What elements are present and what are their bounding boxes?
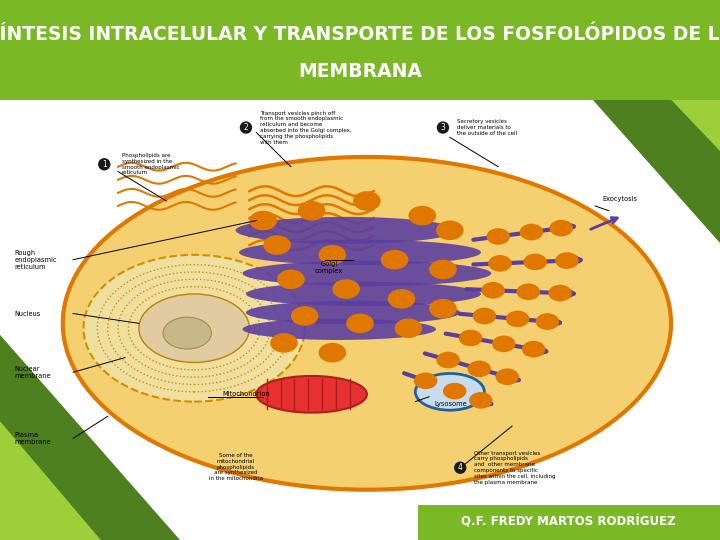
Text: 1: 1	[102, 160, 107, 169]
Text: Mitochondrion: Mitochondrion	[222, 392, 270, 397]
Circle shape	[487, 228, 510, 245]
Circle shape	[346, 314, 374, 333]
Circle shape	[520, 224, 543, 240]
Text: 2: 2	[243, 123, 248, 132]
Text: Lysosome: Lysosome	[435, 401, 467, 407]
Circle shape	[522, 341, 545, 357]
Ellipse shape	[239, 240, 481, 265]
Ellipse shape	[243, 261, 491, 286]
Circle shape	[506, 310, 529, 327]
Bar	[418, 505, 720, 540]
Circle shape	[436, 220, 464, 240]
Ellipse shape	[256, 376, 367, 413]
Text: MEMBRANA: MEMBRANA	[298, 63, 422, 82]
Circle shape	[298, 201, 325, 220]
Ellipse shape	[246, 301, 460, 325]
Circle shape	[492, 335, 516, 352]
Circle shape	[549, 220, 573, 237]
Circle shape	[333, 279, 360, 299]
Text: Nuclear
membrane: Nuclear membrane	[14, 366, 51, 379]
Circle shape	[516, 284, 540, 300]
Circle shape	[353, 191, 381, 211]
Circle shape	[414, 373, 438, 389]
Ellipse shape	[163, 317, 212, 349]
Circle shape	[536, 313, 559, 330]
Circle shape	[408, 206, 436, 226]
Polygon shape	[0, 335, 180, 540]
Circle shape	[472, 308, 496, 325]
Circle shape	[291, 306, 318, 326]
Circle shape	[495, 368, 519, 385]
Circle shape	[249, 211, 277, 231]
Ellipse shape	[246, 282, 481, 306]
Circle shape	[318, 245, 346, 265]
Polygon shape	[576, 0, 720, 151]
Circle shape	[270, 333, 298, 353]
Circle shape	[436, 352, 460, 368]
Ellipse shape	[243, 319, 436, 340]
Circle shape	[549, 285, 572, 301]
Text: SÍNTESIS INTRACELULAR Y TRANSPORTE DE LOS FOSFOLÓPIDOS DE LA: SÍNTESIS INTRACELULAR Y TRANSPORTE DE LO…	[0, 25, 720, 44]
Text: Some of the
mitochondrial
phospholipids
are synthesized
in the mitochondria: Some of the mitochondrial phospholipids …	[209, 453, 263, 481]
Ellipse shape	[139, 294, 249, 362]
Polygon shape	[504, 0, 720, 243]
Text: Exocytosis: Exocytosis	[602, 195, 637, 201]
Circle shape	[467, 361, 491, 377]
Ellipse shape	[84, 255, 305, 402]
Circle shape	[555, 252, 579, 269]
Circle shape	[488, 255, 512, 272]
Text: Rough
endoplasmic
reticulum: Rough endoplasmic reticulum	[14, 249, 57, 269]
Circle shape	[381, 250, 408, 269]
Circle shape	[387, 289, 415, 309]
Text: Plasma
membrane: Plasma membrane	[14, 432, 51, 445]
Circle shape	[277, 269, 305, 289]
Ellipse shape	[235, 217, 456, 244]
Circle shape	[429, 260, 456, 279]
Text: Transport vesicles pinch off
from the smooth endoplasmic
reticulum and become
ab: Transport vesicles pinch off from the sm…	[260, 111, 351, 145]
Circle shape	[318, 343, 346, 362]
Text: 4: 4	[458, 463, 463, 472]
Bar	[0, 0, 720, 100]
Text: Phospholipids are
synthesized in the
smooth endoplasmic
reticulum: Phospholipids are synthesized in the smo…	[122, 153, 179, 176]
Text: Other transport vesicles
carry phospholipids
and  other membrane
components to s: Other transport vesicles carry phospholi…	[474, 451, 556, 485]
Circle shape	[481, 282, 505, 299]
Circle shape	[469, 392, 492, 409]
Circle shape	[264, 235, 291, 255]
Circle shape	[443, 383, 467, 400]
Circle shape	[429, 299, 456, 319]
Polygon shape	[0, 421, 101, 540]
Text: Nucleus: Nucleus	[14, 310, 40, 316]
Ellipse shape	[63, 157, 671, 490]
Text: Secretory vesicles
deliver materials to
the outside of the cell: Secretory vesicles deliver materials to …	[456, 119, 517, 136]
Text: Golgi
complex: Golgi complex	[315, 260, 343, 274]
Text: 3: 3	[441, 123, 446, 132]
Circle shape	[523, 254, 547, 270]
Circle shape	[459, 330, 482, 346]
Circle shape	[395, 319, 422, 338]
Text: Q.F. FREDY MARTOS RODRÍGUEZ: Q.F. FREDY MARTOS RODRÍGUEZ	[462, 516, 676, 529]
Ellipse shape	[415, 374, 485, 410]
